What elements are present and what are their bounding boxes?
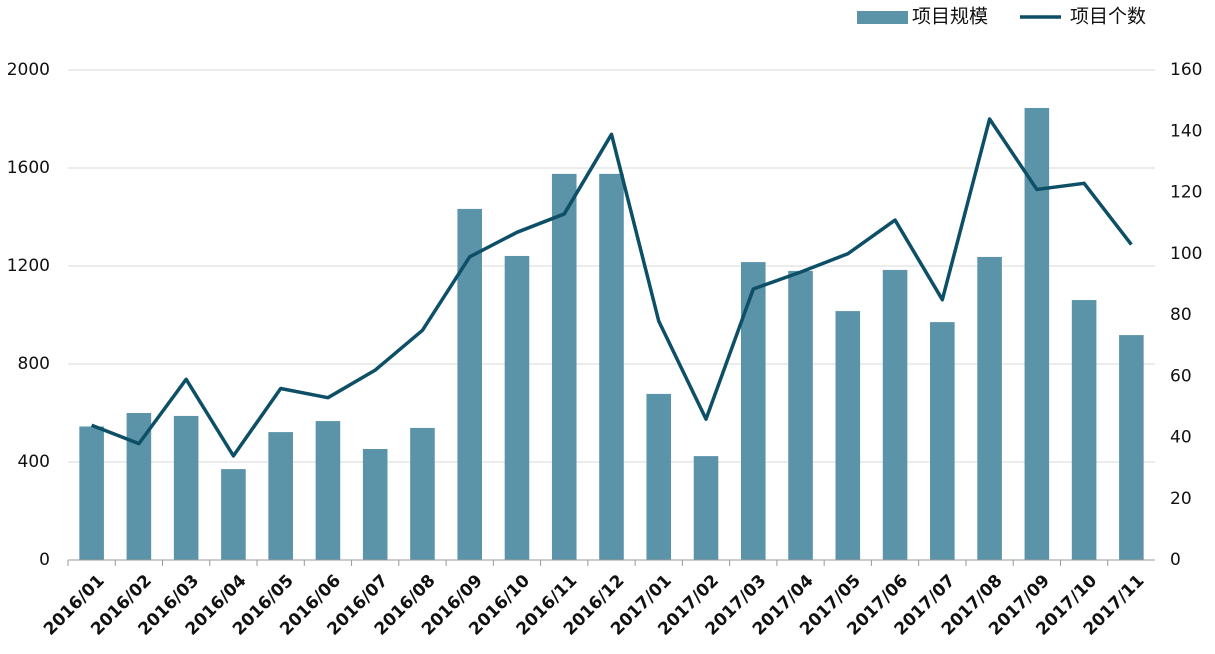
y-tick-label: 0: [39, 550, 50, 570]
bar: [457, 208, 483, 561]
bar: [930, 322, 955, 560]
bar: [599, 173, 624, 560]
bar: [882, 269, 908, 560]
y2-tick-label: 80: [1170, 305, 1192, 325]
y2-tick-label: 60: [1170, 366, 1192, 386]
bar: [1024, 107, 1050, 560]
bar: [835, 311, 861, 560]
y2-tick-label: 100: [1170, 244, 1202, 264]
y-tick-label: 1600: [7, 158, 50, 178]
y-tick-label: 800: [18, 354, 50, 374]
line: [90, 117, 1133, 458]
y2-tick-label: 20: [1170, 489, 1192, 509]
y2-tick-label: 40: [1170, 428, 1192, 448]
bar: [788, 270, 813, 560]
bar: [551, 173, 577, 560]
bar: [693, 456, 719, 560]
bar: [79, 426, 104, 560]
legend-label: 项目个数: [1070, 6, 1146, 28]
legend-label: 项目规模: [912, 6, 988, 28]
y-tick-label: 400: [18, 452, 50, 472]
bar: [1071, 300, 1097, 560]
y2-tick-label: 140: [1170, 121, 1202, 141]
bar: [362, 449, 388, 560]
bar: [126, 413, 152, 560]
y2-tick-label: 160: [1170, 60, 1202, 80]
bar: [221, 469, 246, 560]
bar: [977, 256, 1002, 560]
y-tick-label: 1200: [7, 256, 50, 276]
y2-tick-label: 0: [1170, 550, 1181, 570]
y-tick-label: 2000: [7, 60, 50, 80]
bar: [315, 421, 341, 560]
bar: [173, 415, 199, 560]
bar: [740, 262, 766, 560]
legend-swatch: [857, 11, 908, 24]
bar: [1119, 335, 1144, 560]
bar: [504, 255, 530, 560]
bar: [410, 427, 435, 560]
bar: [268, 432, 293, 560]
y2-tick-label: 120: [1170, 183, 1202, 203]
bar: [646, 393, 672, 560]
